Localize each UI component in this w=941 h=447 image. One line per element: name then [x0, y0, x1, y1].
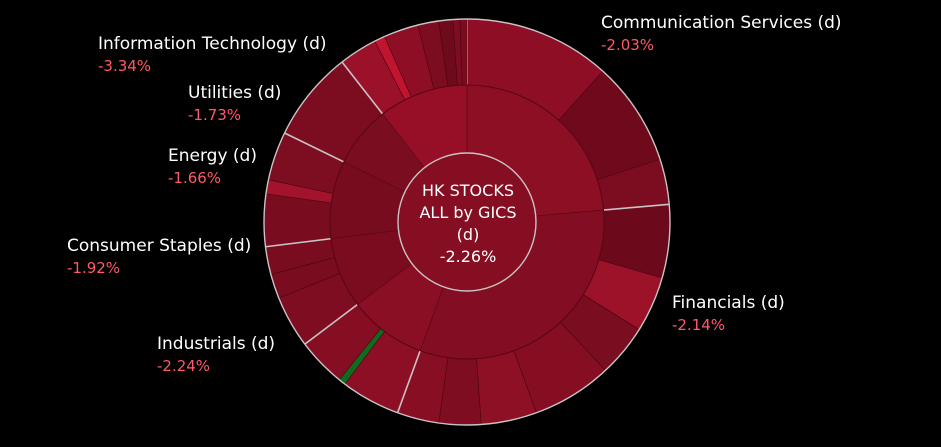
sector-label-financials[interactable]: Financials (d) -2.14% [672, 292, 785, 336]
sector-label-consumer-staples[interactable]: Consumer Staples (d) -1.92% [67, 235, 251, 279]
sector-change: -2.14% [672, 316, 726, 334]
sector-label-utilities[interactable]: Utilities (d) -1.73% [188, 82, 281, 126]
center-circle[interactable] [397, 152, 537, 292]
sector-name: Industrials (d) [157, 334, 276, 354]
sector-change: -3.34% [98, 57, 152, 75]
sector-change: -1.66% [168, 169, 222, 187]
outer-ring [263, 18, 671, 426]
sector-change: -2.03% [601, 36, 655, 54]
sector-name: Information Technology (d) [98, 34, 327, 54]
sector-name: Consumer Staples (d) [67, 236, 252, 256]
center-line-2: ALL by GICS [419, 203, 517, 222]
sector-label-energy[interactable]: Energy (d) -1.66% [168, 145, 257, 189]
inner-ring-border [329, 84, 605, 360]
sector-change: -2.24% [157, 357, 211, 375]
inner-ring [329, 84, 605, 360]
sector-label-communication-services[interactable]: Communication Services (d) -2.03% [601, 12, 842, 56]
sector-change: -1.73% [188, 106, 242, 124]
ring-guides [263, 18, 671, 426]
sector-name: Financials (d) [672, 293, 785, 313]
outer-ring-border [263, 18, 671, 426]
center-line-1: HK STOCKS [422, 181, 514, 200]
center-title: HK STOCKS ALL by GICS (d) -2.26% [398, 180, 538, 268]
sector-label-information-technology[interactable]: Information Technology (d) -3.34% [98, 33, 327, 77]
sector-name: Utilities (d) [188, 83, 282, 103]
sector-change: -1.92% [67, 259, 121, 277]
sector-name: Energy (d) [168, 146, 257, 166]
sector-label-industrials[interactable]: Industrials (d) -2.24% [157, 333, 275, 377]
center-line-3: (d) [456, 225, 480, 244]
sector-name: Communication Services (d) [601, 13, 842, 33]
center-total-change: -2.26% [439, 247, 497, 266]
